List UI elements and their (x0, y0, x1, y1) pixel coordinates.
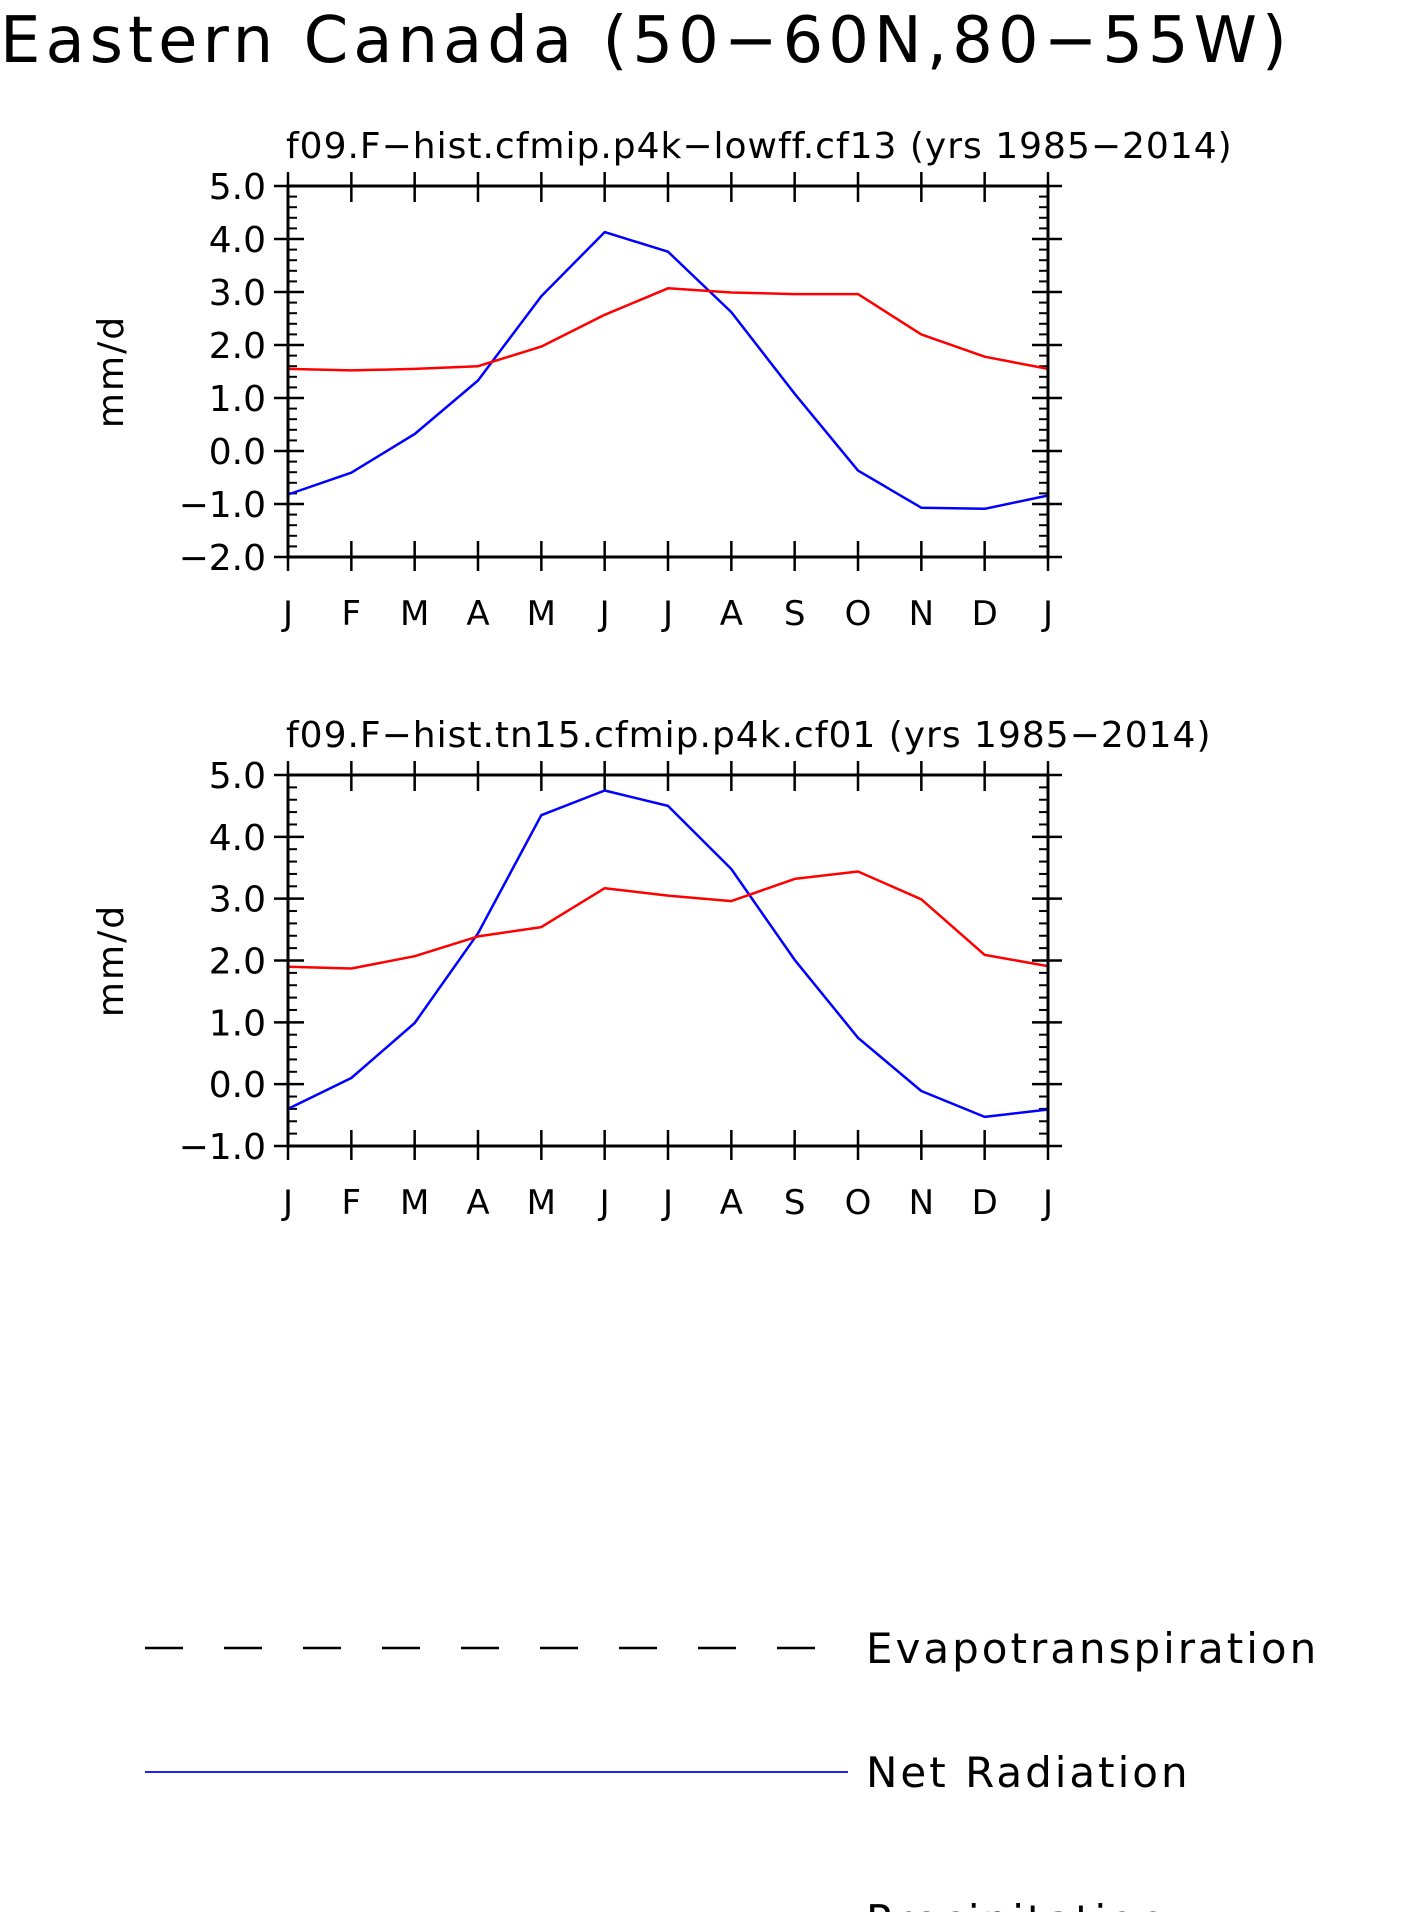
figure-title: Eastern Canada (50−60N,80−55W) (0, 4, 1292, 78)
panel-2-x-tick-label: A (466, 1183, 489, 1223)
panel-1-y-tick-label: −1.0 (179, 485, 266, 526)
panel-2-y-tick-label: 4.0 (209, 818, 266, 859)
panel-1-x-tick-label: J (281, 594, 293, 634)
panel-1-y-tick-label: 0.0 (209, 432, 266, 473)
panel-1-x-tick-label: D (972, 594, 998, 634)
panel-2-y-tick-label: 5.0 (209, 756, 266, 797)
panel-1-x-tick-label: S (784, 594, 806, 634)
panel-2-x-tick-label: D (972, 1183, 998, 1223)
panel-1-x-tick-label: J (1041, 594, 1053, 634)
panel-1-x-tick-label: A (720, 594, 743, 634)
panel-2-x-tick-label: M (527, 1183, 556, 1223)
panel-2-x-tick-label: A (720, 1183, 743, 1223)
panel-2-title: f09.F−hist.tn15.cfmip.p4k.cf01 (yrs 1985… (286, 715, 1212, 756)
legend: Evapotranspiration Net Radiation Precipita… (145, 1624, 1319, 1912)
panel-1-x-tick-label: J (598, 594, 610, 634)
panel-2: f09.F−hist.tn15.cfmip.p4k.cf01 (yrs 1985… (91, 715, 1212, 1223)
panel-2-x-tick-label: N (909, 1183, 934, 1223)
panel-1-y-tick-label: −2.0 (179, 538, 266, 579)
panel-1-y-tick-label: 2.0 (209, 326, 266, 367)
panel-2-y-axis-label: mm/d (91, 904, 132, 1017)
panel-2-y-tick-label: 2.0 (209, 942, 266, 983)
panel-1-series-net-radiation-line (287, 230, 1049, 511)
panel-2-x-tick-label: J (281, 1183, 293, 1223)
panel-1-y-tick-label: 3.0 (209, 273, 266, 314)
panel-2-x-tick-label: F (342, 1183, 362, 1223)
panel-1-y-axis-label: mm/d (91, 315, 132, 428)
panel-1-x-tick-label: M (527, 594, 556, 634)
panel-1-x-tick-label: M (400, 594, 429, 634)
panel-2-series-net-radiation-line (287, 789, 1049, 1119)
panel-1-x-tick-label: N (909, 594, 934, 634)
legend-net-radiation-label: Net Radiation (866, 1748, 1191, 1797)
panel-2-x-tick-label: J (598, 1183, 610, 1223)
panel-2-x-tick-label: J (661, 1183, 673, 1223)
panel-2-series-precipitation-line (287, 870, 1049, 970)
legend-evapotranspiration-label: Evapotranspiration (866, 1624, 1319, 1673)
panel-1-title: f09.F−hist.cfmip.p4k−lowff.cf13 (yrs 198… (286, 126, 1233, 167)
panel-1-y-tick-label: 4.0 (209, 220, 266, 261)
panel-1-y-tick-label: 5.0 (209, 167, 266, 208)
panel-1-series-precipitation-line (287, 287, 1049, 372)
panel-1-x-tick-label: A (466, 594, 489, 634)
panel-1-x-tick-label: J (661, 594, 673, 634)
panel-2-y-tick-label: −1.0 (179, 1127, 266, 1168)
panel-2-x-tick-label: J (1041, 1183, 1053, 1223)
panel-1-x-tick-label: O (845, 594, 872, 634)
panel-1-plot-frame (286, 184, 1050, 559)
panel-2-x-tick-label: O (845, 1183, 872, 1223)
panel-2-y-tick-label: 0.0 (209, 1065, 266, 1106)
panel-2-y-tick-label: 3.0 (209, 880, 266, 921)
panel-2-x-tick-label: S (784, 1183, 806, 1223)
legend-precipitation-label: Precipitation (866, 1896, 1168, 1912)
panel-1: f09.F−hist.cfmip.p4k−lowff.cf13 (yrs 198… (91, 126, 1233, 634)
panel-2-y-tick-label: 1.0 (209, 1003, 266, 1044)
panel-2-plot-frame (286, 773, 1050, 1148)
panel-2-x-tick-label: M (400, 1183, 429, 1223)
panel-1-y-tick-label: 1.0 (209, 379, 266, 420)
panel-1-x-tick-label: F (342, 594, 362, 634)
